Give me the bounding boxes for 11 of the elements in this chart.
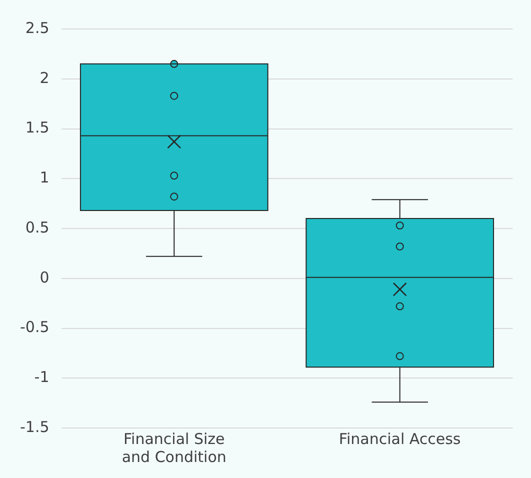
y-tick-label: 1.5 xyxy=(25,118,50,137)
x-tick-label: Financial Size and Condition xyxy=(122,430,226,466)
y-tick-label: 0 xyxy=(40,268,50,286)
y-tick-label: 2.5 xyxy=(25,18,50,37)
y-tick-label: -1 xyxy=(34,368,50,386)
y-tick-label: 1 xyxy=(40,168,50,187)
x-tick-label: Financial Access xyxy=(338,430,461,448)
y-tick-label: 0.5 xyxy=(25,218,50,236)
y-tick-label: -0.5 xyxy=(20,318,50,336)
y-tick-label: 2 xyxy=(40,68,50,87)
y-tick-label: -1.5 xyxy=(20,418,50,436)
